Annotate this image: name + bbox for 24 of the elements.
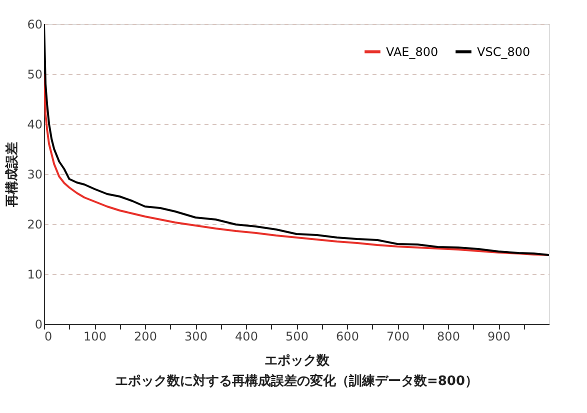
legend-label: VSC_800 [477,44,530,59]
x-tick-label: 900 [488,330,510,344]
legend-label: VAE_800 [386,44,438,59]
text: エポック数に対する再構成誤差の変化（訓練データ数=800） [114,373,478,389]
x-tick-label: 100 [84,330,106,344]
x-tick-label: 700 [386,330,410,344]
x-tick-label: 300 [184,330,208,344]
line-series [44,24,549,256]
y-tick-label: 30 [27,168,42,182]
x-tick-label: 800 [437,330,460,344]
y-tick-label: 0 [34,318,42,332]
y-tick-label: 40 [27,118,42,132]
x-tick-label: 0 [44,330,52,344]
y-tick-label: 10 [27,268,42,282]
y-tick-label: 20 [27,218,42,232]
y-axis-title: 再構成誤差 [4,142,20,208]
x-tick-label: 600 [336,330,359,344]
x-axis-title: エポック数 [264,354,330,368]
y-tick-label: 50 [27,68,42,82]
y-tick-label: 60 [27,18,42,32]
x-tick-label: 400 [235,330,258,344]
x-tick-label: 500 [286,330,308,344]
x-tick-label: 200 [134,330,157,344]
line-series [44,73,549,256]
